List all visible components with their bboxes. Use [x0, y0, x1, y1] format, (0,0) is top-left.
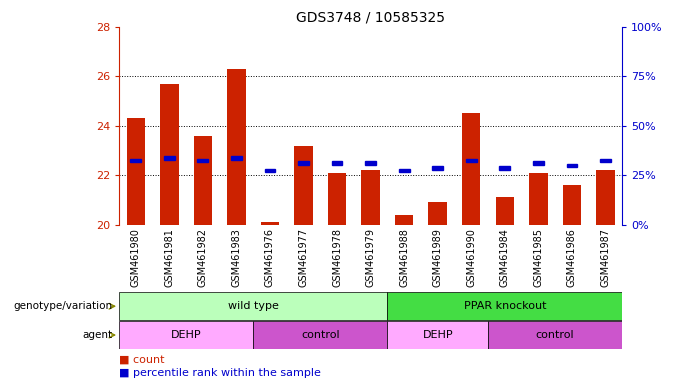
Text: GSM461990: GSM461990 — [466, 228, 476, 287]
Bar — [562, 185, 581, 225]
Text: GSM461989: GSM461989 — [432, 228, 443, 287]
Bar — [197, 159, 208, 162]
Text: GSM461984: GSM461984 — [500, 228, 510, 287]
Text: GSM461977: GSM461977 — [299, 228, 309, 287]
Bar — [294, 146, 313, 225]
Bar — [466, 159, 477, 162]
Bar — [265, 169, 275, 172]
Bar — [388, 321, 488, 349]
Text: ■ percentile rank within the sample: ■ percentile rank within the sample — [119, 368, 321, 378]
Bar — [428, 202, 447, 225]
Bar — [566, 164, 577, 167]
Text: control: control — [536, 330, 575, 340]
Text: control: control — [301, 330, 339, 340]
Bar — [298, 161, 309, 165]
Bar — [361, 170, 380, 225]
Text: genotype/variation: genotype/variation — [13, 301, 112, 311]
Bar — [432, 166, 443, 169]
Text: GSM461981: GSM461981 — [165, 228, 174, 287]
Bar — [119, 321, 253, 349]
Text: DEHP: DEHP — [422, 330, 453, 340]
Bar — [395, 215, 413, 225]
Text: GSM461980: GSM461980 — [131, 228, 141, 287]
Text: PPAR knockout: PPAR knockout — [464, 301, 546, 311]
Bar — [488, 321, 622, 349]
Bar — [496, 197, 514, 225]
Text: GSM461976: GSM461976 — [265, 228, 275, 287]
Bar — [126, 118, 145, 225]
Text: ■ count: ■ count — [119, 354, 165, 364]
Bar — [119, 293, 388, 320]
Text: GSM461988: GSM461988 — [399, 228, 409, 287]
Text: GSM461978: GSM461978 — [332, 228, 342, 287]
Bar — [253, 321, 388, 349]
Bar — [529, 173, 547, 225]
Text: DEHP: DEHP — [171, 330, 201, 340]
Bar — [533, 161, 544, 165]
Bar — [194, 136, 212, 225]
Title: GDS3748 / 10585325: GDS3748 / 10585325 — [296, 10, 445, 24]
Bar — [227, 69, 245, 225]
Bar — [332, 161, 343, 165]
Bar — [388, 293, 622, 320]
Bar — [365, 161, 376, 165]
Bar — [600, 159, 611, 162]
Bar — [398, 169, 409, 172]
Text: GSM461986: GSM461986 — [567, 228, 577, 287]
Bar — [131, 159, 141, 162]
Bar — [160, 84, 179, 225]
Bar — [164, 156, 175, 160]
Bar — [596, 170, 615, 225]
Bar — [328, 173, 346, 225]
Text: GSM461987: GSM461987 — [600, 228, 611, 287]
Text: wild type: wild type — [228, 301, 279, 311]
Bar — [462, 113, 481, 225]
Bar — [231, 156, 242, 160]
Bar — [499, 166, 510, 169]
Text: GSM461979: GSM461979 — [366, 228, 375, 287]
Bar — [260, 222, 279, 225]
Text: GSM461982: GSM461982 — [198, 228, 208, 287]
Text: GSM461983: GSM461983 — [231, 228, 241, 287]
Text: GSM461985: GSM461985 — [533, 228, 543, 287]
Text: agent: agent — [82, 330, 112, 340]
